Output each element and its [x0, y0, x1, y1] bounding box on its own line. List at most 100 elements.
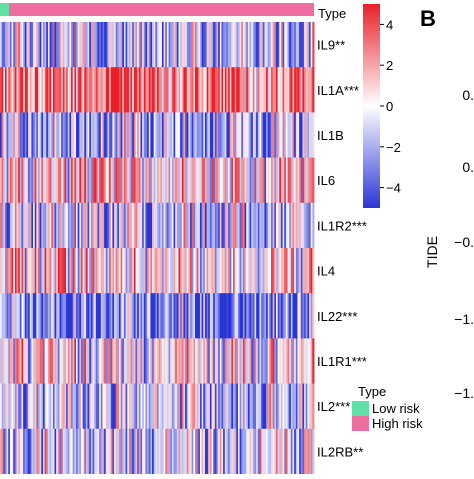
- heatmap-cell: [122, 338, 125, 384]
- heatmap-cell: [310, 383, 313, 430]
- heatmap-cell: [57, 157, 60, 204]
- heatmap-cell: [266, 338, 269, 384]
- heatmap-cell: [254, 383, 257, 430]
- heatmap-cell: [132, 383, 135, 430]
- heatmap-cell: [125, 293, 128, 339]
- heatmap-cell: [147, 157, 150, 204]
- heatmap-cell: [11, 67, 14, 113]
- heatmap-cell: [128, 67, 131, 113]
- heatmap-cell: [181, 248, 184, 294]
- heatmap-cell: [178, 428, 181, 475]
- heatmap-cell: [71, 157, 74, 204]
- heatmap-cell: [284, 157, 287, 204]
- heatmap-cell: [84, 112, 87, 158]
- heatmap-cell: [155, 248, 158, 294]
- heatmap-cell: [1, 202, 4, 249]
- heatmap-cell: [289, 428, 292, 475]
- heatmap-cell: [307, 157, 310, 204]
- heatmap-cell: [99, 338, 102, 384]
- heatmap-cell: [64, 22, 67, 68]
- heatmap-cell: [213, 112, 216, 158]
- heatmap-cell: [297, 338, 300, 384]
- heatmap-cell: [100, 202, 103, 249]
- heatmap-cell: [95, 338, 98, 384]
- legend-label-low-risk: Low risk: [372, 401, 420, 416]
- heatmap-cell: [11, 293, 14, 339]
- heatmap-cell: [33, 428, 36, 475]
- heatmap-cell: [295, 112, 298, 158]
- heatmap-cell: [204, 293, 207, 339]
- heatmap-cell: [269, 157, 272, 204]
- heatmap-cell: [214, 383, 217, 430]
- heatmap-cell: [71, 202, 74, 249]
- heatmap-cell: [140, 112, 143, 158]
- heatmap-cell: [203, 67, 206, 113]
- heatmap-cell: [236, 293, 239, 339]
- heatmap-cell: [26, 67, 29, 113]
- heatmap-cell: [310, 293, 313, 339]
- heatmap-cell: [173, 293, 176, 339]
- heatmap-cell: [247, 428, 250, 475]
- heatmap-cell: [280, 22, 283, 68]
- heatmap-cell: [211, 112, 214, 158]
- heatmap-cell: [274, 202, 277, 249]
- heatmap-cell: [92, 383, 95, 430]
- heatmap-cell: [74, 202, 77, 249]
- heatmap-cell: [285, 22, 288, 68]
- heatmap-cell: [99, 293, 102, 339]
- heatmap-cell: [251, 383, 254, 430]
- heatmap-cell: [284, 112, 287, 158]
- heatmap-cell: [85, 67, 88, 113]
- heatmap-cell: [256, 67, 259, 113]
- heatmap-cell: [213, 383, 216, 430]
- heatmap-cell: [262, 112, 265, 158]
- heatmap-cell: [138, 383, 141, 430]
- heatmap-cell: [47, 202, 50, 249]
- heatmap-cell: [216, 338, 219, 384]
- heatmap-cell: [109, 22, 112, 68]
- heatmap-cell: [99, 428, 102, 475]
- heatmap-cell: [160, 383, 163, 430]
- heatmap-cell: [155, 338, 158, 384]
- heatmap-cell: [226, 248, 229, 294]
- heatmap-cell: [31, 383, 34, 430]
- heatmap-cell: [133, 202, 136, 249]
- heatmap-cell: [18, 248, 21, 294]
- heatmap-cell: [188, 202, 191, 249]
- heatmap-cell: [279, 67, 282, 113]
- heatmap-cell: [24, 202, 27, 249]
- heatmap-cell: [41, 67, 44, 113]
- heatmap-cell: [153, 248, 156, 294]
- heatmap-cell: [71, 67, 74, 113]
- heatmap-cell: [256, 338, 259, 384]
- heatmap-cell: [203, 202, 206, 249]
- heatmap-cell: [282, 202, 285, 249]
- heatmap-cell: [170, 383, 173, 430]
- heatmap-cell: [61, 22, 64, 68]
- heatmap-cell: [249, 428, 252, 475]
- heatmap-cell: [185, 428, 188, 475]
- heatmap-cell: [171, 338, 174, 384]
- heatmap-cell: [257, 293, 260, 339]
- heatmap-cell: [31, 22, 34, 68]
- heatmap-cell: [196, 248, 199, 294]
- row-label: IL9**: [317, 38, 345, 53]
- heatmap-cell: [223, 293, 226, 339]
- heatmap-cell: [44, 157, 47, 204]
- heatmap-cell: [102, 338, 105, 384]
- heatmap-cell: [287, 338, 290, 384]
- heatmap-cell: [188, 428, 191, 475]
- heatmap-cell: [155, 428, 158, 475]
- heatmap-cell: [13, 22, 16, 68]
- heatmap-cell: [223, 428, 226, 475]
- heatmap-cell: [242, 248, 245, 294]
- heatmap-cell: [279, 383, 282, 430]
- heatmap-cell: [137, 428, 140, 475]
- heatmap-cell: [155, 202, 158, 249]
- heatmap-cell: [118, 202, 122, 249]
- heatmap-cell: [153, 202, 156, 249]
- heatmap-cell: [275, 383, 279, 430]
- heatmap-cell: [13, 383, 16, 430]
- heatmap-cell: [304, 22, 307, 68]
- heatmap-cell: [34, 157, 37, 204]
